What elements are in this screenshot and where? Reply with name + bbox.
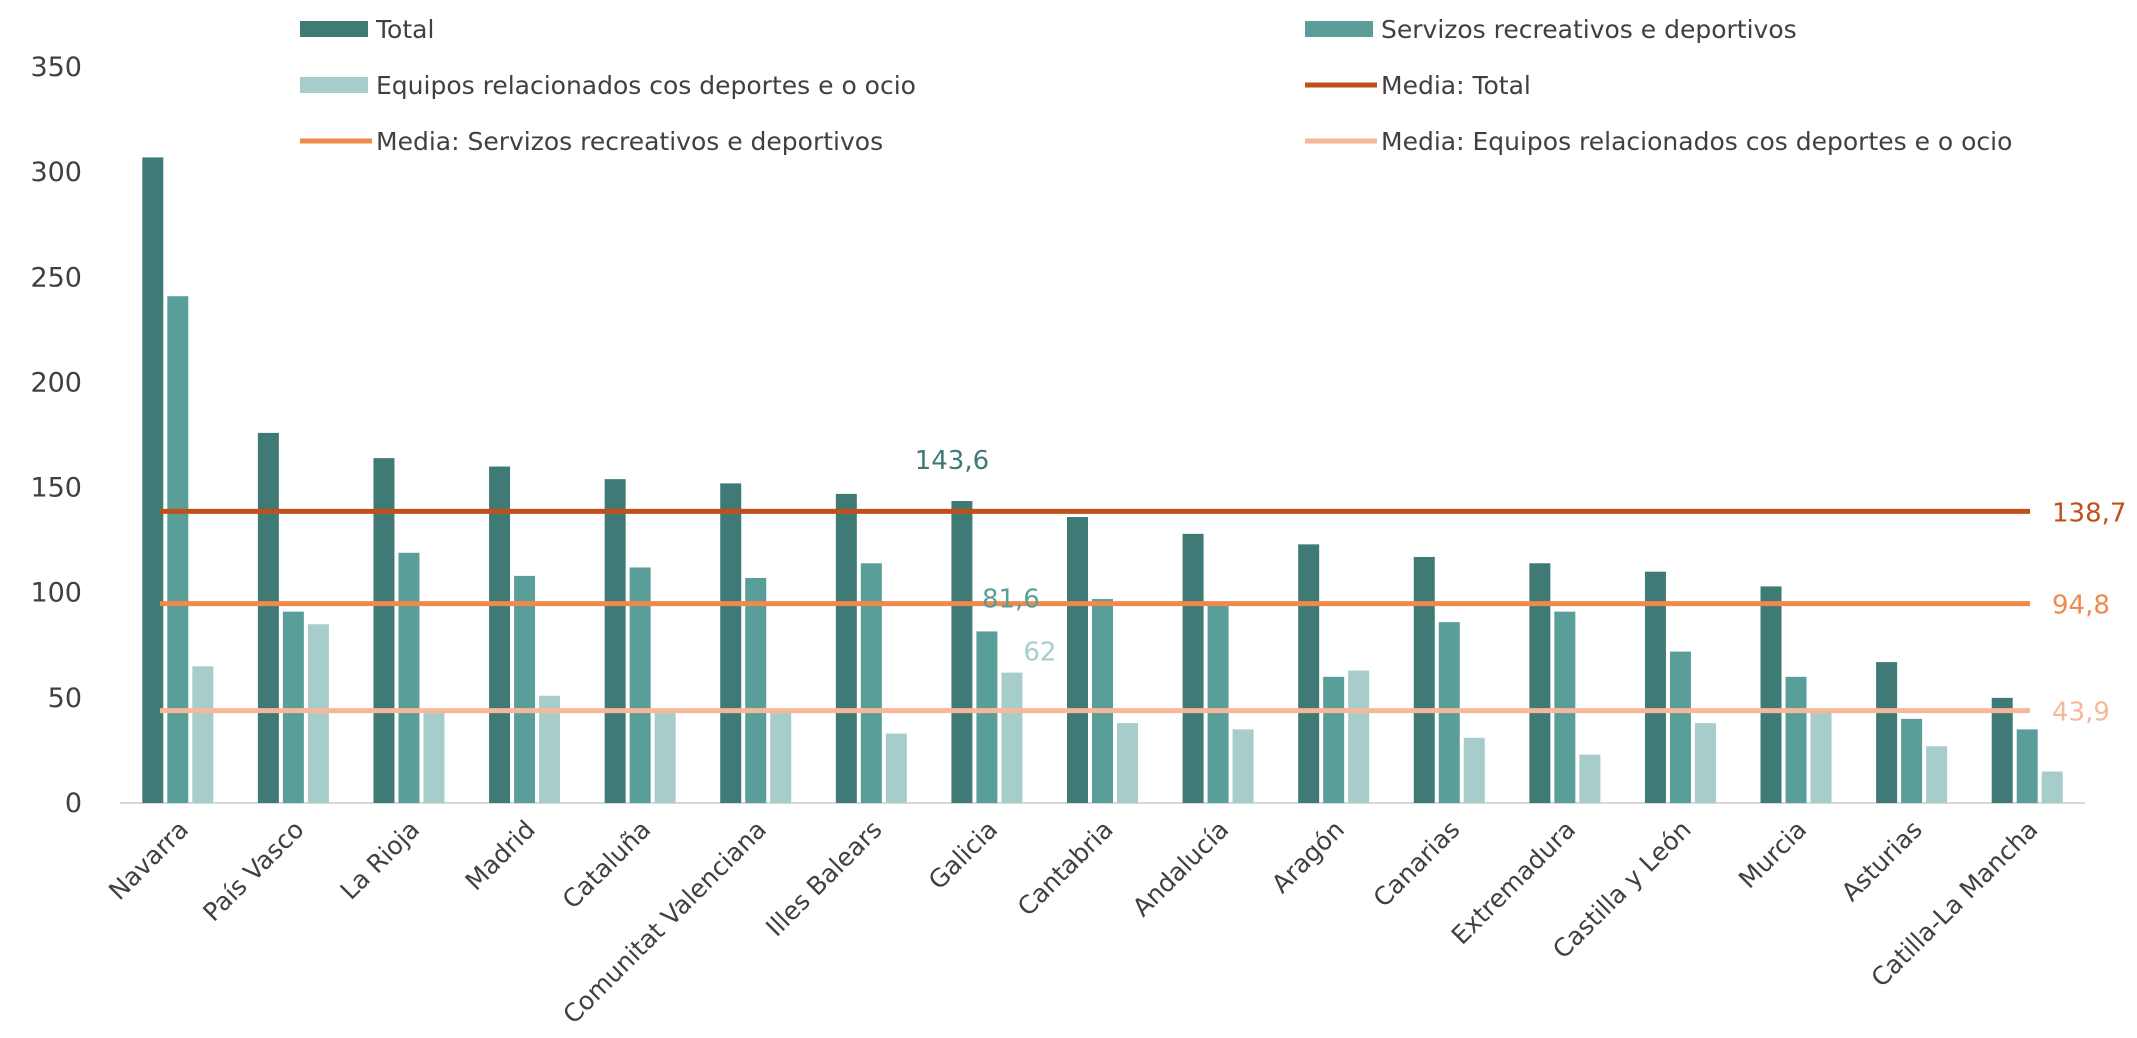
bar-total-castilla-y-leon [1644,571,1666,803]
legend-item-media-servizos-recreativos-e-deportivos: Media: Servizos recreativos e deportivos [300,127,883,156]
bar-equipos-relacionados-cos-deportes-e-o-ocio-cantabria [1117,723,1138,803]
y-tick-label: 100 [30,578,82,609]
x-tick-label: La Rioja [335,815,426,906]
bar-servizos-recreativos-e-deportivos-navarra [167,296,189,803]
bar-total-catilla-la-mancha [1991,697,2013,803]
bar-total-asturias [1876,662,1898,803]
bar-equipos-relacionados-cos-deportes-e-o-ocio-murcia [1810,710,1832,803]
bar-servizos-recreativos-e-deportivos-cantabria [1092,599,1113,803]
bar-equipos-relacionados-cos-deportes-e-o-ocio-aragon [1348,670,1370,803]
bar-total-aragon [1298,544,1320,803]
bar-equipos-relacionados-cos-deportes-e-o-ocio-asturias [1926,746,1948,803]
x-tick-label: Cataluña [557,815,657,915]
bar-servizos-recreativos-e-deportivos-andalucia [1207,605,1229,803]
bar-servizos-recreativos-e-deportivos-madrid [514,575,536,803]
x-tick-label: Asturias [1836,815,1928,907]
x-tick-label: Madrid [460,815,541,896]
bar-total-extremadura [1529,563,1551,803]
legend-item-servizos-recreativos-e-deportivos: Servizos recreativos e deportivos [1305,15,1797,44]
data-label-equipos-relacionados-cos-deportes-e-o-ocio-galicia: 62 [1023,638,1056,668]
bar-total-navarra [142,157,164,803]
bar-servizos-recreativos-e-deportivos-cataluna [629,567,651,803]
bar-servizos-recreativos-e-deportivos-asturias [1901,718,1923,803]
data-label-total-galicia: 143,6 [915,446,989,476]
bar-servizos-recreativos-e-deportivos-catilla-la-mancha [2016,729,2038,803]
bar-total-andalucia [1182,533,1204,803]
bar-servizos-recreativos-e-deportivos-comunitat-valenciana [745,577,767,803]
x-tick-label: Aragón [1266,815,1350,899]
bar-servizos-recreativos-e-deportivos-galicia [976,631,998,803]
bar-equipos-relacionados-cos-deportes-e-o-ocio-madrid [539,695,561,803]
legend-item-media-equipos-relacionados-cos-deportes-e-o-ocio: Media: Equipos relacionados cos deportes… [1305,127,2012,156]
bar-servizos-recreativos-e-deportivos-extremadura [1554,611,1576,803]
bar-equipos-relacionados-cos-deportes-e-o-ocio-canarias [1463,737,1485,803]
bar-total-illes-balears [835,493,857,803]
bar-equipos-relacionados-cos-deportes-e-o-ocio-castilla-y-leon [1694,723,1716,803]
legend-item-equipos-relacionados-cos-deportes-e-o-ocio: Equipos relacionados cos deportes e o oc… [300,71,916,100]
bar-equipos-relacionados-cos-deportes-e-o-ocio-cataluna [654,712,676,803]
mean-line-value-label: 94,8 [2052,591,2110,621]
x-tick-label: Galicia [923,815,1003,895]
bar-equipos-relacionados-cos-deportes-e-o-ocio-la-rioja [423,712,445,803]
x-tick-label: País Vasco [197,815,309,927]
legend-label: Media: Equipos relacionados cos deportes… [1381,127,2012,156]
bar-equipos-relacionados-cos-deportes-e-o-ocio-galicia [1001,672,1023,803]
y-tick-label: 150 [30,473,82,504]
data-label-servizos-recreativos-e-deportivos-galicia: 81,6 [982,584,1040,614]
legend-label: Equipos relacionados cos deportes e o oc… [376,71,916,100]
bar-total-galicia [951,501,973,803]
legend-swatch [300,21,368,37]
legend-label: Total [375,15,434,44]
y-tick-label: 50 [48,683,82,714]
x-tick-label: Andalucía [1127,815,1234,922]
legend-item-media-total: Media: Total [1305,71,1531,100]
bar-total-cataluna [604,479,626,803]
legend-swatch [1305,21,1373,37]
bar-total-comunitat-valenciana [720,483,742,803]
x-tick-label: Navarra [103,815,194,906]
x-tick-label: Murcia [1733,815,1812,894]
x-tick-label: Illes Balears [760,815,887,942]
y-tick-label: 250 [30,262,82,293]
bar-servizos-recreativos-e-deportivos-aragon [1323,676,1345,803]
mean-line-value-label: 43,9 [2052,698,2110,728]
legend-label: Servizos recreativos e deportivos [1381,15,1797,44]
x-tick-label: Canarias [1368,815,1466,913]
bar-equipos-relacionados-cos-deportes-e-o-ocio-andalucia [1232,729,1254,803]
bar-total-murcia [1760,586,1782,803]
legend-label: Media: Servizos recreativos e deportivos [376,127,883,156]
bar-equipos-relacionados-cos-deportes-e-o-ocio-extremadura [1579,754,1601,803]
bar-servizos-recreativos-e-deportivos-murcia [1785,676,1807,803]
y-tick-label: 300 [30,157,82,188]
bar-total-canarias [1413,556,1435,803]
x-tick-label: Comunitat Valenciana [557,815,772,1030]
y-tick-label: 200 [30,367,82,398]
bar-total-madrid [489,466,511,803]
bar-total-la-rioja [373,458,395,803]
bar-equipos-relacionados-cos-deportes-e-o-ocio-navarra [192,666,214,803]
legend-label: Media: Total [1381,71,1531,100]
x-tick-label: Cantabria [1012,815,1119,922]
bar-servizos-recreativos-e-deportivos-castilla-y-leon [1669,651,1691,803]
bar-total-pais-vasco [257,432,279,803]
bar-servizos-recreativos-e-deportivos-pais-vasco [282,611,304,803]
legend-swatch [300,77,368,93]
bar-equipos-relacionados-cos-deportes-e-o-ocio-illes-balears [885,733,907,803]
mean-line-value-label: 138,7 [2052,498,2126,528]
legend-item-total: Total [300,15,434,44]
bar-total-cantabria [1067,517,1088,803]
bar-servizos-recreativos-e-deportivos-la-rioja [398,552,420,803]
bar-equipos-relacionados-cos-deportes-e-o-ocio-pais-vasco [307,624,329,803]
bar-servizos-recreativos-e-deportivos-illes-balears [860,563,882,803]
bar-equipos-relacionados-cos-deportes-e-o-ocio-comunitat-valenciana [770,712,792,803]
y-tick-label: 350 [30,52,82,83]
y-tick-label: 0 [65,788,82,819]
bar-equipos-relacionados-cos-deportes-e-o-ocio-catilla-la-mancha [2041,771,2063,803]
